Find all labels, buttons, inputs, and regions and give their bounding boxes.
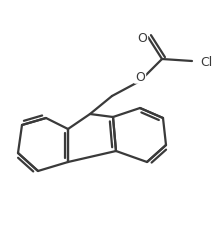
Text: O: O <box>137 31 147 44</box>
Text: Cl: Cl <box>200 55 212 68</box>
Text: O: O <box>135 70 145 83</box>
